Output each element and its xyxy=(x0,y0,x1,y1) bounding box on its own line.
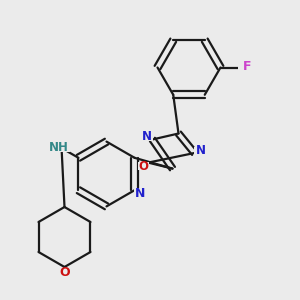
FancyBboxPatch shape xyxy=(238,64,248,71)
Text: O: O xyxy=(59,266,70,279)
FancyBboxPatch shape xyxy=(141,133,153,141)
FancyBboxPatch shape xyxy=(138,162,149,170)
Text: NH: NH xyxy=(49,141,69,154)
FancyBboxPatch shape xyxy=(53,142,70,152)
Text: N: N xyxy=(142,130,152,143)
Text: O: O xyxy=(139,160,149,173)
FancyBboxPatch shape xyxy=(194,147,206,156)
Text: N: N xyxy=(135,187,145,200)
FancyBboxPatch shape xyxy=(58,268,70,276)
Text: F: F xyxy=(243,60,251,73)
Text: N: N xyxy=(195,144,206,158)
FancyBboxPatch shape xyxy=(134,188,146,197)
